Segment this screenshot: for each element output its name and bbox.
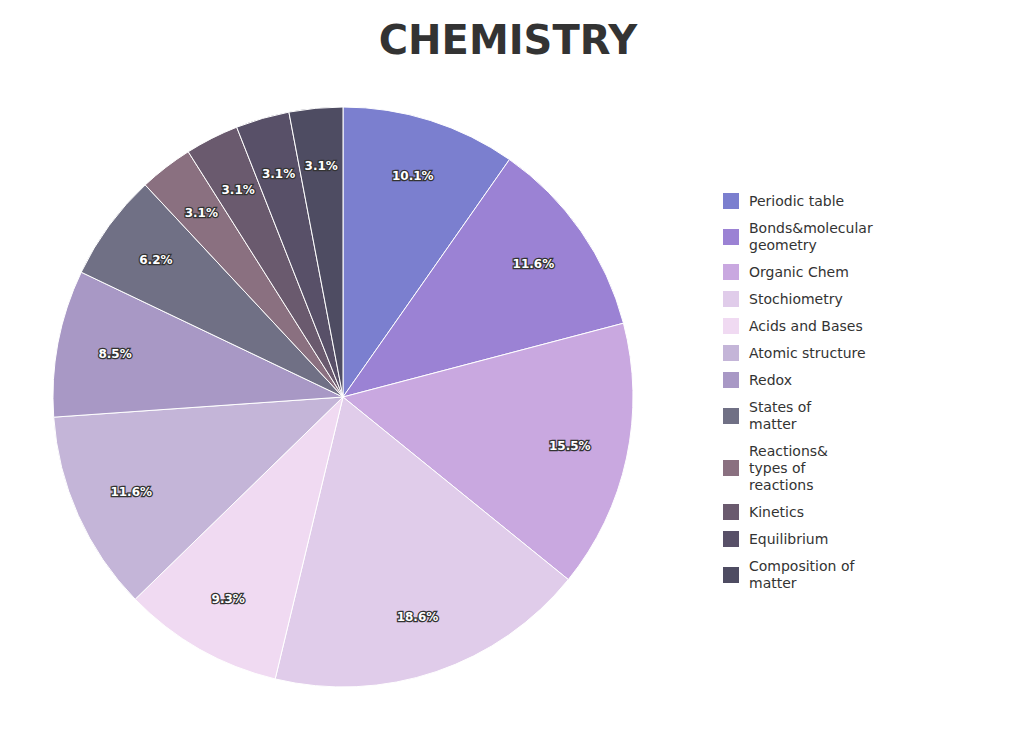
svg-text:6.2%: 6.2% <box>139 253 172 267</box>
html-text:Bonds&molecular geometry: Bonds&molecular geometry <box>749 219 873 253</box>
html-text:Equilibrium: Equilibrium <box>749 530 829 547</box>
svg-text:11.6%: 11.6% <box>110 485 152 499</box>
svg-text:18.6%: 18.6% <box>397 610 439 624</box>
html-text:Atomic structure: Atomic structure <box>749 344 866 361</box>
svg-text:10.1%: 10.1% <box>392 169 434 183</box>
svg-text:8.5%: 8.5% <box>98 347 131 361</box>
svg-text:15.5%: 15.5% <box>549 439 591 453</box>
html-text:Redox: Redox <box>749 371 792 388</box>
svg-text:3.1%: 3.1% <box>185 206 218 220</box>
html-text:Organic Chem: Organic Chem <box>749 263 849 280</box>
html-text:States of matter: States of matter <box>749 398 812 432</box>
svg-text:9.3%: 9.3% <box>212 592 245 606</box>
html-text:Acids and Bases: Acids and Bases <box>749 317 863 334</box>
html-text:Stochiometry: Stochiometry <box>749 290 843 307</box>
svg-text:3.1%: 3.1% <box>221 183 254 197</box>
html-text:CHEMISTRY: CHEMISTRY <box>378 17 638 63</box>
html-text:Kinetics: Kinetics <box>749 503 804 520</box>
html-text:Composition of matter: Composition of matter <box>749 557 855 591</box>
html-text:Reactions& types of reactions: Reactions& types of reactions <box>749 442 828 493</box>
svg-text:3.1%: 3.1% <box>305 159 338 173</box>
html-text:Periodic table: Periodic table <box>749 192 845 209</box>
svg-text:11.6%: 11.6% <box>513 257 555 271</box>
svg-text:3.1%: 3.1% <box>262 167 295 181</box>
